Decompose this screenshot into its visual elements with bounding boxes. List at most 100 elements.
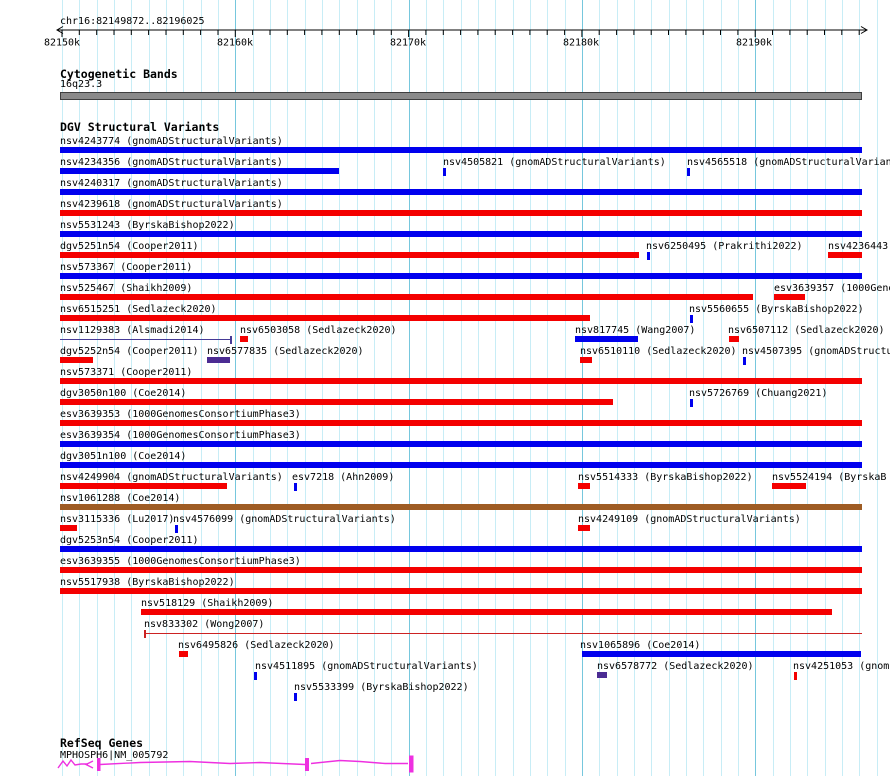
variant-bar[interactable] xyxy=(60,441,862,447)
variant-bar[interactable] xyxy=(60,399,613,405)
variant-label[interactable]: nsv5524194 (ByrskaB xyxy=(772,472,887,483)
variant-label[interactable]: nsv6495826 (Sedlazeck2020) xyxy=(178,640,335,651)
variant-label[interactable]: nsv4576099 (gnomADStructuralVariants) xyxy=(173,514,396,525)
variant-bar[interactable] xyxy=(141,609,832,615)
cytoband-bar[interactable] xyxy=(60,92,862,100)
variant-label[interactable]: esv3639355 (1000GenomesConsortiumPhase3) xyxy=(60,556,301,567)
variant-label[interactable]: nsv4236443 xyxy=(828,241,889,252)
variant-bar[interactable] xyxy=(240,336,248,342)
gene-model[interactable] xyxy=(55,752,425,775)
variant-label[interactable]: nsv573371 (Cooper2011) xyxy=(60,367,193,378)
variant-line[interactable] xyxy=(60,339,231,340)
variant-bar[interactable] xyxy=(60,231,862,237)
variant-bar[interactable] xyxy=(60,294,753,300)
variant-label[interactable]: nsv4239618 (gnomADStructuralVariants) xyxy=(60,199,283,210)
variant-label[interactable]: nsv4249109 (gnomADStructuralVariants) xyxy=(578,514,801,525)
variant-bar[interactable] xyxy=(60,357,93,363)
variant-label[interactable]: nsv5514333 (ByrskaBishop2022) xyxy=(578,472,753,483)
variant-bar[interactable] xyxy=(60,462,862,468)
variant-label[interactable]: esv3639357 (1000Geno xyxy=(774,283,890,294)
variant-label[interactable]: nsv6507112 (Sedlazeck2020) xyxy=(728,325,885,336)
variant-tick[interactable] xyxy=(175,525,178,533)
variant-bar[interactable] xyxy=(60,504,862,510)
variant-bar[interactable] xyxy=(772,483,806,489)
variant-label[interactable]: nsv4511895 (gnomADStructuralVariants) xyxy=(255,661,478,672)
variant-line-end[interactable] xyxy=(144,630,146,638)
variant-tick[interactable] xyxy=(254,672,257,680)
variant-label[interactable]: dgv5252n54 (Cooper2011) xyxy=(60,346,199,357)
variant-bar[interactable] xyxy=(60,588,862,594)
variant-label[interactable]: nsv833302 (Wong2007) xyxy=(144,619,265,630)
variant-label[interactable]: nsv1061288 (Coe2014) xyxy=(60,493,181,504)
variant-bar[interactable] xyxy=(597,672,607,678)
variant-label[interactable]: nsv4251053 (gnom xyxy=(793,661,890,672)
variant-bar[interactable] xyxy=(207,357,230,363)
variant-bar[interactable] xyxy=(60,273,862,279)
variant-bar[interactable] xyxy=(60,315,590,321)
variant-label[interactable]: nsv5726769 (Chuang2021) xyxy=(689,388,828,399)
variant-label[interactable]: nsv4565518 (gnomADStructuralVarian xyxy=(687,157,890,168)
variant-bar[interactable] xyxy=(575,336,638,342)
variant-label[interactable]: nsv4507395 (gnomADStructu xyxy=(742,346,890,357)
variant-label[interactable]: nsv6577835 (Sedlazeck2020) xyxy=(207,346,364,357)
variant-bar[interactable] xyxy=(60,546,862,552)
variant-tick[interactable] xyxy=(687,168,690,176)
variant-label[interactable]: nsv5517938 (ByrskaBishop2022) xyxy=(60,577,235,588)
variant-label[interactable]: dgv3050n100 (Coe2014) xyxy=(60,388,187,399)
variant-label[interactable]: nsv1065896 (Coe2014) xyxy=(580,640,701,651)
variant-label[interactable]: dgv3051n100 (Coe2014) xyxy=(60,451,187,462)
variant-tick[interactable] xyxy=(294,693,297,701)
variant-label[interactable]: nsv518129 (Shaikh2009) xyxy=(141,598,274,609)
variant-label[interactable]: nsv6510110 (Sedlazeck2020) xyxy=(580,346,737,357)
variant-bar[interactable] xyxy=(60,168,339,174)
variant-label[interactable]: esv7218 (Ahn2009) xyxy=(292,472,395,483)
variant-bar[interactable] xyxy=(60,189,862,195)
variant-bar[interactable] xyxy=(580,357,592,363)
variant-label[interactable]: esv3639354 (1000GenomesConsortiumPhase3) xyxy=(60,430,301,441)
variant-label[interactable]: nsv6578772 (Sedlazeck2020) xyxy=(597,661,754,672)
variant-bar[interactable] xyxy=(60,567,862,573)
variant-label[interactable]: nsv6515251 (Sedlazeck2020) xyxy=(60,304,217,315)
variant-tick[interactable] xyxy=(443,168,446,176)
variant-bar[interactable] xyxy=(60,252,639,258)
variant-tick[interactable] xyxy=(743,357,746,365)
variant-line[interactable] xyxy=(145,633,862,634)
variant-label[interactable]: nsv6250495 (Prakrithi2022) xyxy=(646,241,803,252)
variant-label[interactable]: nsv573367 (Cooper2011) xyxy=(60,262,193,273)
variant-label[interactable]: nsv1129383 (Alsmadi2014) xyxy=(60,325,205,336)
variant-label[interactable]: nsv4243774 (gnomADStructuralVariants) xyxy=(60,136,283,147)
variant-bar[interactable] xyxy=(60,147,862,153)
variant-bar[interactable] xyxy=(60,525,77,531)
variant-label[interactable]: dgv5253n54 (Cooper2011) xyxy=(60,535,199,546)
variant-bar[interactable] xyxy=(729,336,739,342)
variant-bar[interactable] xyxy=(828,252,862,258)
variant-bar[interactable] xyxy=(774,294,805,300)
variant-tick[interactable] xyxy=(647,252,650,260)
variant-label[interactable]: nsv817745 (Wang2007) xyxy=(575,325,696,336)
variant-label[interactable]: nsv4505821 (gnomADStructuralVariants) xyxy=(443,157,666,168)
variant-label[interactable]: nsv4240317 (gnomADStructuralVariants) xyxy=(60,178,283,189)
variant-bar[interactable] xyxy=(60,378,862,384)
variant-bar[interactable] xyxy=(578,483,590,489)
variant-bar[interactable] xyxy=(60,210,862,216)
variant-label[interactable]: nsv5531243 (ByrskaBishop2022) xyxy=(60,220,235,231)
variant-label[interactable]: esv3639353 (1000GenomesConsortiumPhase3) xyxy=(60,409,301,420)
variant-label[interactable]: nsv4234356 (gnomADStructuralVariants) xyxy=(60,157,283,168)
variant-tick[interactable] xyxy=(794,672,797,680)
variant-bar[interactable] xyxy=(179,651,188,657)
variant-label[interactable]: nsv3115336 (Lu2017) xyxy=(60,514,175,525)
variant-label[interactable]: dgv5251n54 (Cooper2011) xyxy=(60,241,199,252)
variant-label[interactable]: nsv525467 (Shaikh2009) xyxy=(60,283,193,294)
variant-tick[interactable] xyxy=(690,399,693,407)
variant-label[interactable]: nsv4249904 (gnomADStructuralVariants) xyxy=(60,472,283,483)
variant-label[interactable]: nsv6503058 (Sedlazeck2020) xyxy=(240,325,397,336)
variant-label[interactable]: nsv5533399 (ByrskaBishop2022) xyxy=(294,682,469,693)
variant-bar[interactable] xyxy=(60,420,862,426)
variant-bar[interactable] xyxy=(582,651,861,657)
variant-tick[interactable] xyxy=(690,315,693,323)
variant-bar[interactable] xyxy=(60,483,227,489)
gene-label[interactable]: MPHOSPH6|NM_005792 xyxy=(60,750,169,761)
variant-tick[interactable] xyxy=(294,483,297,491)
variant-line-end[interactable] xyxy=(230,336,232,344)
variant-bar[interactable] xyxy=(578,525,590,531)
